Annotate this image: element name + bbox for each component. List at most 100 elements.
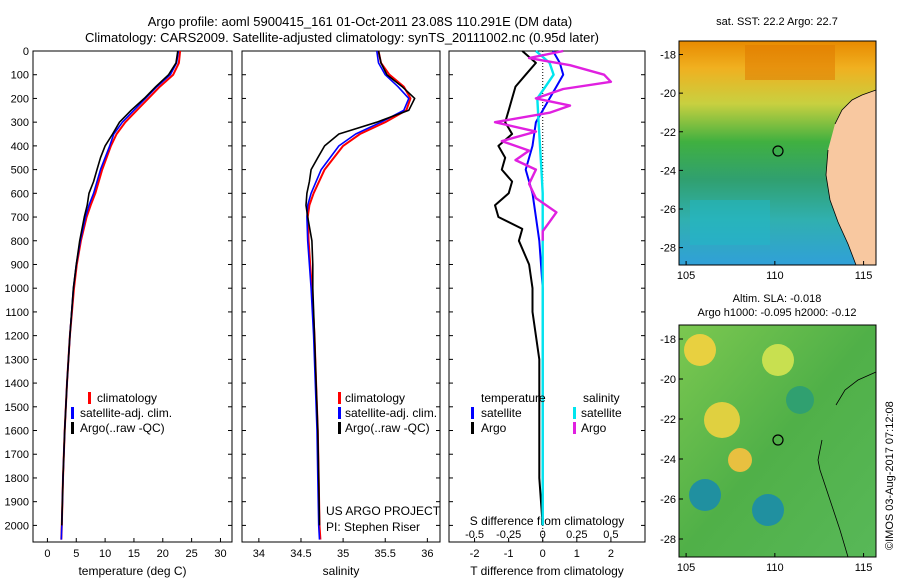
map-x-tick-label: 105	[677, 270, 695, 282]
legend-label-temp-satellite: satellite	[481, 406, 522, 420]
x-top-tick-label: 0.5	[603, 529, 618, 541]
sla-anomaly-blob	[752, 494, 784, 526]
sst-coastline	[825, 89, 877, 266]
map-y-tick-label: -28	[660, 243, 676, 255]
sst-land	[826, 90, 876, 265]
sla-anomaly-blob	[704, 402, 740, 438]
series-line-argo-raw-qc-	[61, 50, 179, 526]
y-tick-label: 800	[11, 236, 29, 248]
legend-swatch-sal-argo	[573, 422, 576, 434]
sst-map-title: sat. SST: 22.2 Argo: 22.7	[716, 16, 838, 28]
sla-anomaly-blob	[684, 334, 716, 366]
map-y-tick-label: -26	[660, 204, 676, 216]
y-tick-label: 1600	[5, 426, 29, 438]
x-top-tick-label: 0.25	[566, 529, 587, 541]
map-y-tick-label: -20	[660, 88, 676, 100]
x-tick-label: 15	[128, 548, 140, 560]
sla-map-title-2: Argo h1000: -0.095 h2000: -0.12	[697, 307, 856, 319]
legend-heading-salinity: salinity	[583, 391, 620, 405]
legend-label-argo: Argo(..raw -QC)	[80, 421, 165, 435]
legend-label-climatology: climatology	[97, 391, 157, 405]
legend-swatch-climatology	[338, 392, 341, 404]
project-credit: US ARGO PROJECT PI: Stephen Riser	[326, 504, 441, 534]
map-y-tick-label: -26	[660, 494, 676, 506]
title-line-2: Climatology: CARS2009. Satellite-adjuste…	[85, 30, 599, 45]
map-x-tick-label: 115	[855, 270, 873, 282]
salinity-panel-legend: climatology satellite-adj. clim. Argo(..…	[338, 391, 437, 435]
sla-map-title-1: Altim. SLA: -0.018	[733, 293, 822, 305]
legend-swatch-satellite	[71, 407, 74, 419]
series-line-climatology	[306, 50, 412, 540]
y-tick-label: 900	[11, 259, 29, 271]
y-tick-label: 1500	[5, 402, 29, 414]
legend-label-argo: Argo(..raw -QC)	[345, 421, 430, 435]
temperature-panel-legend: climatology satellite-adj. clim. Argo(..…	[71, 391, 172, 435]
y-tick-label: 500	[11, 165, 29, 177]
series-line-temperature-argo	[494, 50, 544, 526]
sla-map-axes: 105 110 115 -18 -20 -22 -24 -26 -28	[660, 334, 872, 574]
legend-heading-temperature: temperature	[481, 391, 546, 405]
sla-anomaly-blob	[762, 344, 794, 376]
legend-swatch-satellite	[338, 407, 341, 419]
map-y-tick-label: -28	[660, 534, 676, 546]
series-line-temperature-satellite	[524, 50, 565, 526]
x-tick-label: 2	[608, 548, 614, 560]
legend-label-climatology: climatology	[345, 391, 405, 405]
x-tick-label: 10	[99, 548, 111, 560]
plot-frame	[448, 50, 646, 543]
legend-label-satellite: satellite-adj. clim.	[80, 406, 172, 420]
series-line-argo-raw-qc-	[305, 50, 416, 526]
map-x-tick-label: 110	[766, 270, 784, 282]
sla-map	[678, 324, 877, 558]
y-tick-label: 300	[11, 117, 29, 129]
map-y-tick-label: -20	[660, 374, 676, 386]
x-tick-label: 25	[185, 548, 197, 560]
y-tick-label: 1400	[5, 378, 29, 390]
project-pi: PI: Stephen Riser	[326, 520, 420, 534]
series-line-satellite-adj-clim-	[306, 50, 410, 540]
y-tick-label: 700	[11, 212, 29, 224]
map-y-tick-label: -24	[660, 454, 676, 466]
x-tick-label: 35	[337, 548, 349, 560]
sst-map-frame	[678, 40, 877, 266]
imos-credit: ©IMOS 03-Aug-2017 07:12:08	[884, 401, 896, 550]
series-line-salinity-satellite	[535, 50, 555, 526]
plot-frame	[241, 50, 441, 543]
x-axis-label: salinity	[323, 564, 360, 578]
title-line-1: Argo profile: aoml 5900415_161 01-Oct-20…	[148, 14, 572, 29]
y-tick-label: 1700	[5, 449, 29, 461]
legend-label-satellite: satellite-adj. clim.	[345, 406, 437, 420]
x-tick-label: 30	[214, 548, 226, 560]
sst-map-axes: 105 110 115 -18 -20 -22 -24 -26 -28	[660, 50, 872, 282]
difference-panel-legend: temperature salinity satellite satellite…	[471, 391, 622, 435]
map-x-tick-label: 110	[766, 562, 784, 574]
plot-frame	[32, 50, 233, 543]
legend-swatch-sal-satellite	[573, 407, 576, 419]
x-tick-label: 35.5	[375, 548, 396, 560]
y-tick-label: 1200	[5, 331, 29, 343]
map-y-tick-label: -18	[660, 50, 676, 62]
sst-argo-location-marker	[772, 145, 784, 157]
x-tick-label: 0	[540, 548, 546, 560]
map-y-tick-label: -24	[660, 165, 676, 177]
x-tick-label: 20	[157, 548, 169, 560]
y-tick-label: 400	[11, 141, 29, 153]
profile-panel-1: 0100200300400500600700800900100011001200…	[5, 46, 233, 578]
x-tick-label: -2	[470, 548, 480, 560]
y-tick-label: 0	[23, 46, 29, 58]
map-x-tick-label: 115	[855, 562, 873, 574]
map-y-tick-label: -18	[660, 334, 676, 346]
y-tick-label: 1000	[5, 283, 29, 295]
y-tick-label: 1800	[5, 473, 29, 485]
sla-anomaly-blob	[728, 448, 752, 472]
y-tick-label: 600	[11, 188, 29, 200]
y-tick-label: 2000	[5, 520, 29, 532]
sst-warm-patch	[745, 45, 835, 80]
x-tick-label: 5	[73, 548, 79, 560]
map-x-tick-label: 105	[677, 562, 695, 574]
y-tick-label: 200	[11, 93, 29, 105]
legend-label-temp-argo: Argo	[481, 421, 507, 435]
legend-label-sal-satellite: satellite	[581, 406, 622, 420]
y-tick-label: 100	[11, 70, 29, 82]
